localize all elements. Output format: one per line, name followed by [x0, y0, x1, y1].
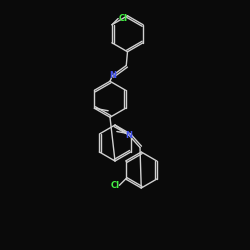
- Text: Cl: Cl: [110, 181, 120, 190]
- Text: N: N: [109, 71, 116, 80]
- Text: Cl: Cl: [118, 14, 127, 23]
- Text: N: N: [125, 130, 132, 140]
